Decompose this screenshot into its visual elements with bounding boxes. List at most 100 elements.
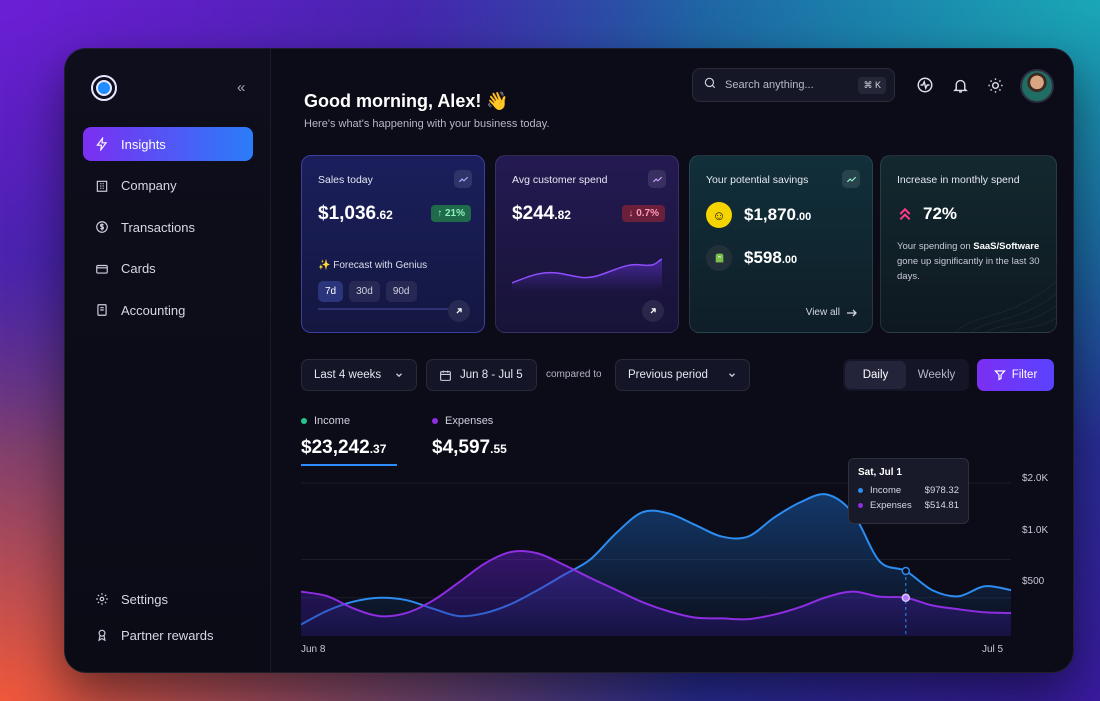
- sidebar-item-company[interactable]: Company: [83, 169, 253, 203]
- selected-underline: [301, 464, 397, 466]
- range-dropdown[interactable]: Last 4 weeks: [301, 359, 417, 391]
- tooltip-expenses-row: Expenses $514.81: [858, 500, 959, 511]
- chart-tooltip: Sat, Jul 1 Income $978.32 Expenses $514.81: [848, 458, 969, 524]
- trend-icon: [842, 170, 860, 188]
- arrow-right-icon: [847, 309, 857, 316]
- main-content: Good morning, Alex! 👋 Here's what's happ…: [272, 49, 1073, 672]
- gear-icon: [95, 592, 109, 606]
- monthly-spend-increase-card: Increase in monthly spend 72% Your spend…: [880, 155, 1057, 333]
- range-pill-30d[interactable]: 30d: [349, 281, 380, 302]
- expenses-dot: [432, 418, 438, 424]
- sidebar-nav: Insights Company Transactions Cards Acco…: [83, 127, 253, 335]
- tab-daily[interactable]: Daily: [845, 361, 906, 389]
- page-title: Good morning, Alex! 👋: [304, 91, 509, 111]
- avatar[interactable]: [1020, 69, 1054, 103]
- y-tick-label: $1.0K: [1022, 525, 1049, 536]
- activity-icon[interactable]: [915, 75, 935, 95]
- ledger-icon: [95, 303, 109, 317]
- x-tick-label: Jul 5: [982, 644, 1004, 655]
- potential-savings-card: Your potential savings ☺ $1,870.00 $598.…: [689, 155, 873, 333]
- card-title: Your potential savings: [706, 174, 809, 186]
- divider: [318, 308, 448, 310]
- range-pill-7d[interactable]: 7d: [318, 281, 344, 302]
- card-amount: $1,036.62: [318, 203, 393, 224]
- legend-income[interactable]: Income: [301, 415, 350, 427]
- search-input[interactable]: [725, 79, 855, 91]
- shopify-logo-icon: [706, 245, 732, 271]
- spend-sparkline: [512, 258, 662, 291]
- forecast-label[interactable]: ✨ Forecast with Genius: [318, 260, 428, 271]
- avg-customer-spend-card: Avg customer spend $244.82 ↓ 0.7%: [495, 155, 679, 333]
- tooltip-date: Sat, Jul 1: [858, 467, 902, 478]
- search-icon: [703, 76, 717, 95]
- card-amount: $244.82: [512, 203, 571, 224]
- open-arrow-icon[interactable]: [642, 300, 664, 322]
- card-icon: [95, 262, 109, 276]
- sidebar-item-accounting[interactable]: Accounting: [83, 293, 253, 327]
- chevron-down-icon: [729, 373, 735, 378]
- filter-button[interactable]: Filter: [977, 359, 1054, 391]
- y-tick-label: $500: [1022, 576, 1045, 587]
- tab-weekly[interactable]: Weekly: [917, 369, 956, 381]
- income-total: $23,242.37: [301, 437, 387, 458]
- logo-icon[interactable]: [91, 75, 117, 101]
- open-arrow-icon[interactable]: [448, 300, 470, 322]
- mailchimp-logo-icon: ☺: [706, 202, 732, 228]
- search-box[interactable]: ⌘ K: [692, 68, 895, 102]
- change-badge: ↑ 21%: [431, 205, 471, 222]
- expenses-area: [301, 551, 1011, 636]
- sidebar-item-label: Accounting: [121, 302, 186, 318]
- trend-icon: [454, 170, 472, 188]
- sidebar-item-insights[interactable]: Insights: [83, 127, 253, 161]
- sales-today-card: Sales today $1,036.62 ↑ 21% ✨ Forecast w…: [301, 155, 485, 333]
- bell-icon[interactable]: [950, 75, 970, 95]
- savings-row: ☺ $1,870.00: [706, 202, 811, 228]
- app-window: « Insights Company Transactions Cards Ac…: [64, 48, 1074, 673]
- expenses-total: $4,597.55: [432, 437, 507, 458]
- income-expenses-chart[interactable]: [301, 479, 1011, 636]
- sidebar-item-label: Insights: [121, 136, 166, 152]
- income-line: [301, 493, 1011, 626]
- sidebar-item-label: Company: [121, 178, 177, 193]
- expenses-line: [301, 550, 1011, 621]
- increase-description: Your spending on SaaS/Software gone up s…: [897, 241, 1040, 282]
- double-chevron-up-icon: [899, 207, 911, 221]
- income-highlight-point: [901, 566, 911, 576]
- savings-amount: $1,870.00: [744, 205, 812, 224]
- sun-icon[interactable]: [985, 75, 1005, 95]
- bolt-icon: [95, 137, 109, 151]
- funnel-icon: [993, 370, 1006, 381]
- savings-amount: $598.00: [744, 248, 798, 267]
- granularity-toggle: Daily Weekly: [843, 359, 969, 391]
- page-subtitle: Here's what's happening with your busine…: [304, 118, 550, 130]
- shortcut-badge: ⌘ K: [858, 77, 886, 94]
- compared-to-label: compared to: [546, 369, 602, 380]
- date-range-picker[interactable]: Jun 8 - Jul 5: [426, 359, 537, 391]
- expenses-highlight-point: [901, 593, 911, 602]
- view-all-link[interactable]: View all: [806, 307, 858, 318]
- sidebar-item-partner-rewards[interactable]: Partner rewards: [83, 618, 253, 652]
- sidebar-item-label: Cards: [121, 261, 156, 276]
- period-dropdown[interactable]: Previous period: [615, 359, 750, 391]
- forecast-range: 7d 30d 90d: [318, 281, 417, 302]
- card-title: Increase in monthly spend: [897, 174, 1020, 186]
- sidebar-item-label: Partner rewards: [121, 627, 214, 643]
- award-icon: [95, 628, 109, 642]
- range-pill-90d[interactable]: 90d: [385, 281, 417, 302]
- y-tick-label: $2.0K: [1022, 473, 1049, 484]
- x-tick-label: Jun 8: [301, 644, 326, 655]
- sidebar: « Insights Company Transactions Cards Ac…: [65, 49, 271, 672]
- card-title: Avg customer spend: [512, 174, 608, 186]
- legend-expenses[interactable]: Expenses: [432, 415, 493, 427]
- collapse-sidebar-icon[interactable]: «: [237, 79, 246, 96]
- sidebar-bottom: Settings Partner rewards: [83, 582, 253, 654]
- income-dot: [301, 418, 307, 424]
- change-badge: ↓ 0.7%: [622, 205, 665, 222]
- trend-icon: [648, 170, 666, 188]
- sidebar-item-cards[interactable]: Cards: [83, 252, 253, 286]
- building-icon: [95, 179, 109, 193]
- sidebar-item-label: Settings: [121, 591, 168, 607]
- sidebar-item-transactions[interactable]: Transactions: [83, 210, 253, 244]
- decorative-contours: [955, 281, 1056, 332]
- sidebar-item-settings[interactable]: Settings: [83, 582, 253, 616]
